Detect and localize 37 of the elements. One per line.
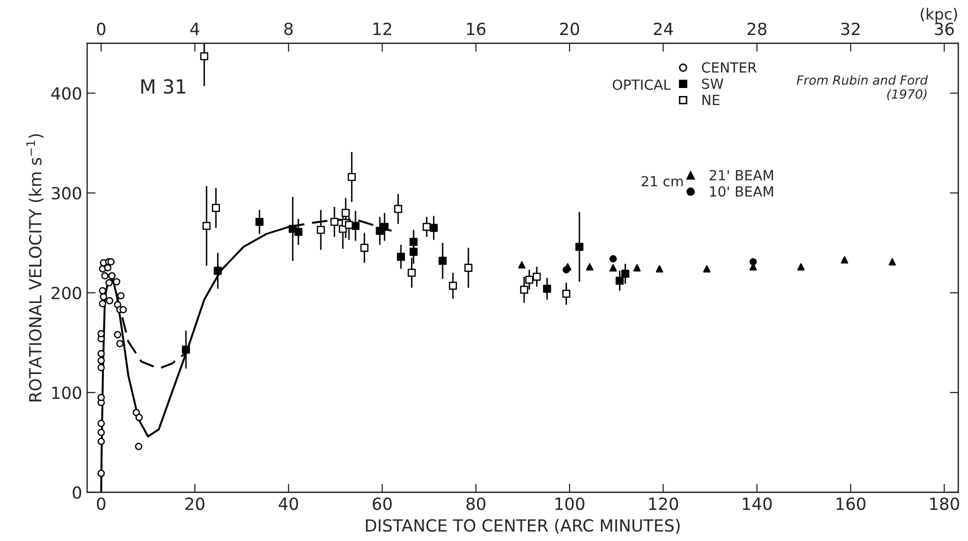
annotation: OPTICAL: [612, 79, 671, 90]
legend-label: CENTER: [702, 62, 757, 73]
x2-tick-label: 32: [841, 22, 860, 36]
annotation: From Rubin and Ford (1970): [796, 75, 928, 100]
x-tick-label: 0: [96, 497, 106, 510]
x2-tick-label: 4: [190, 22, 200, 35]
x2-tick-label: 0: [96, 22, 106, 36]
x-tick-label: 120: [649, 497, 678, 510]
x-tick-label: 180: [930, 497, 960, 510]
legend-label: 21' BEAM: [710, 170, 773, 180]
y-tick-label: 300: [52, 186, 82, 200]
x-tick-label: 100: [555, 497, 584, 510]
y-axis-title: ROTATIONAL VELOCITY (km s$^{−1}$): [26, 134, 44, 402]
y-tick-label: 0: [72, 486, 82, 499]
x-tick-label: 20: [185, 497, 204, 510]
x2-tick-label: 12: [373, 22, 392, 35]
y-tick-label: 400: [51, 87, 82, 100]
x-tick-label: 80: [466, 497, 486, 510]
x2-tick-label: 16: [467, 22, 486, 36]
x2-tick-label: 36: [934, 22, 954, 36]
x2-tick-label: 20: [560, 22, 580, 36]
annotation: 21 cm: [642, 176, 683, 187]
x2-tick-label: 8: [284, 22, 293, 36]
y-tick-label: 200: [52, 286, 82, 300]
annotation: M 31: [141, 79, 186, 94]
y-tick-label: 100: [52, 386, 82, 400]
x-tick-label: 60: [372, 497, 392, 510]
x-axis-title: DISTANCE TO CENTER (ARC MINUTES): [366, 518, 680, 534]
x2-axis-title: (kpc): [920, 8, 958, 23]
legend-label: SW: [702, 78, 724, 89]
legend-label: NE: [702, 94, 720, 105]
x2-tick-label: 28: [748, 22, 766, 36]
x-tick-label: 140: [742, 497, 772, 510]
x-tick-label: 40: [278, 497, 298, 510]
x-tick-label: 160: [836, 497, 866, 510]
legend-label: 10' BEAM: [710, 186, 773, 197]
x2-tick-label: 24: [654, 22, 673, 35]
